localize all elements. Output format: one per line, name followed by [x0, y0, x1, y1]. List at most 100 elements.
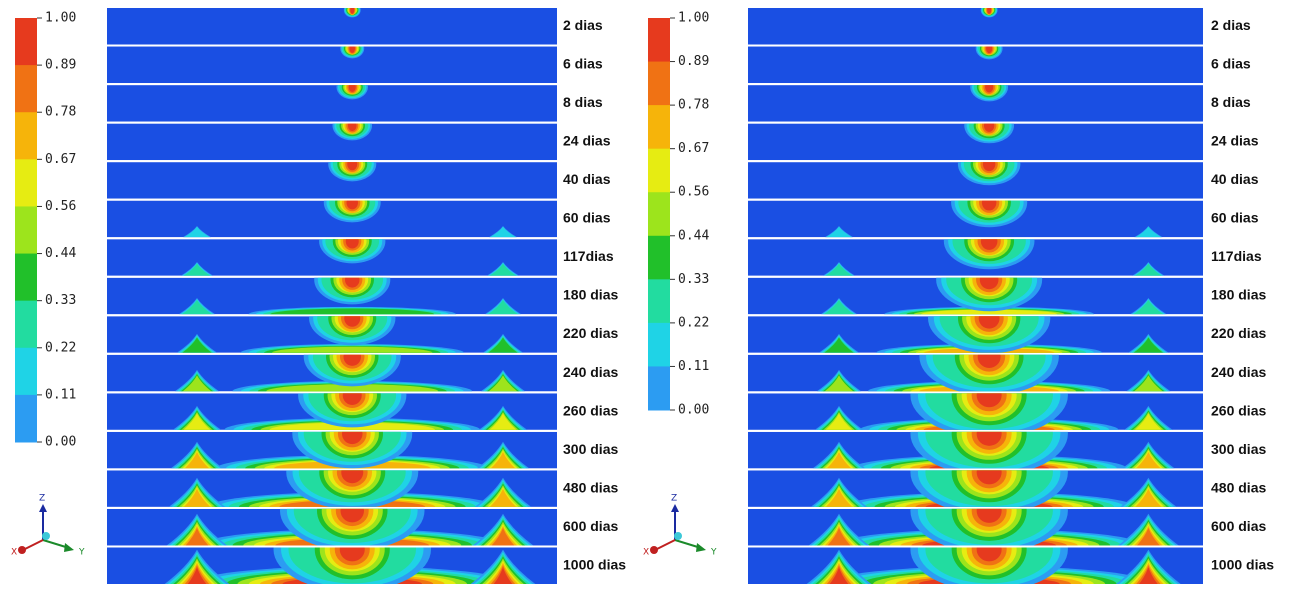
colorbar-label: 0.56 [45, 199, 76, 214]
contour [827, 527, 851, 546]
contour [488, 375, 518, 392]
strip [748, 393, 1203, 430]
strip [748, 8, 1203, 45]
contour [490, 226, 516, 238]
contour [979, 277, 999, 290]
colorbar-label: 0.11 [45, 387, 76, 402]
contour [1133, 337, 1164, 353]
contour [978, 316, 1000, 329]
contour [825, 263, 853, 276]
contour [824, 300, 854, 315]
strip-label: 60 dias [1211, 210, 1259, 226]
contour [185, 527, 209, 546]
colorbar-label: 1.00 [45, 11, 76, 26]
colorbar-band [648, 105, 670, 150]
colorbar-label: 0.78 [678, 98, 709, 113]
strip [107, 431, 557, 469]
contour [1134, 413, 1162, 430]
contour [341, 470, 364, 484]
arrow [39, 504, 47, 512]
strip-label: 1000 dias [1211, 556, 1274, 572]
strip [748, 123, 1203, 161]
contour [976, 470, 1002, 485]
strip-bg [107, 123, 557, 161]
strip [748, 547, 1203, 585]
strip-label: 220 dias [563, 325, 618, 341]
contour [182, 375, 212, 392]
colorbar-label: 1.00 [678, 11, 709, 26]
axis-x [654, 539, 676, 551]
strip-label: 117dias [1211, 248, 1262, 264]
colorbar-band [648, 148, 670, 193]
colorbar-label: 0.56 [678, 185, 709, 200]
contour [1139, 567, 1158, 584]
axis-label: X [11, 548, 17, 558]
strip-label: 117dias [563, 248, 614, 264]
strip [748, 354, 1203, 392]
contour [183, 488, 211, 507]
contour [184, 226, 210, 238]
strip-label: 24 dias [563, 133, 611, 149]
contour [488, 300, 518, 315]
contour [1136, 451, 1161, 469]
strip [107, 85, 557, 122]
strip [107, 316, 557, 353]
strip [748, 162, 1203, 199]
contour [182, 300, 212, 315]
strip-label: 60 dias [563, 210, 611, 226]
contour [184, 451, 210, 469]
strip [748, 470, 1203, 507]
contour [1137, 527, 1160, 546]
contour [493, 567, 513, 584]
colorbar-label: 0.67 [678, 141, 709, 156]
contour [350, 8, 355, 14]
strip-bg [748, 8, 1203, 45]
colorbar-label: 0.22 [45, 340, 76, 355]
colorbar-band [15, 394, 37, 443]
strip-label: 180 dias [563, 287, 618, 303]
contour [984, 123, 995, 132]
colorbar-band [15, 300, 37, 349]
strip-label: 8 dias [563, 94, 603, 110]
strip-label: 180 dias [1211, 287, 1266, 303]
contour [266, 384, 439, 392]
strip-label: 1000 dias [563, 556, 626, 572]
colorbar-band [648, 192, 670, 237]
contour [187, 567, 207, 584]
strip [107, 46, 557, 84]
strip [748, 46, 1203, 84]
strip-label: 2 dias [1211, 17, 1251, 33]
colorbar-label: 0.44 [45, 246, 76, 261]
contour [826, 226, 852, 238]
strip-label: 8 dias [1211, 94, 1251, 110]
strip [107, 547, 557, 585]
strip [107, 200, 557, 238]
contour [982, 162, 996, 172]
contour [182, 337, 212, 353]
arrow [650, 546, 658, 554]
contour [491, 527, 515, 546]
colorbar-band [15, 253, 37, 302]
origin [42, 532, 50, 540]
contour [270, 308, 435, 315]
colorbar-band [648, 366, 670, 411]
contour [921, 309, 1058, 315]
strip [748, 85, 1203, 122]
contour [1135, 226, 1162, 238]
strip [107, 123, 557, 161]
contour [339, 547, 365, 562]
contour [826, 451, 852, 469]
contour [345, 239, 359, 249]
strip [107, 162, 557, 199]
strip-label: 240 dias [1211, 364, 1266, 380]
strip-label: 2 dias [563, 17, 603, 33]
arrow [696, 543, 706, 552]
origin [674, 532, 682, 540]
axis-label: Y [78, 548, 85, 558]
contour [824, 375, 854, 392]
contour [346, 200, 358, 210]
colorbar-label: 0.44 [678, 228, 709, 243]
contour [987, 8, 992, 14]
contour [985, 85, 994, 93]
